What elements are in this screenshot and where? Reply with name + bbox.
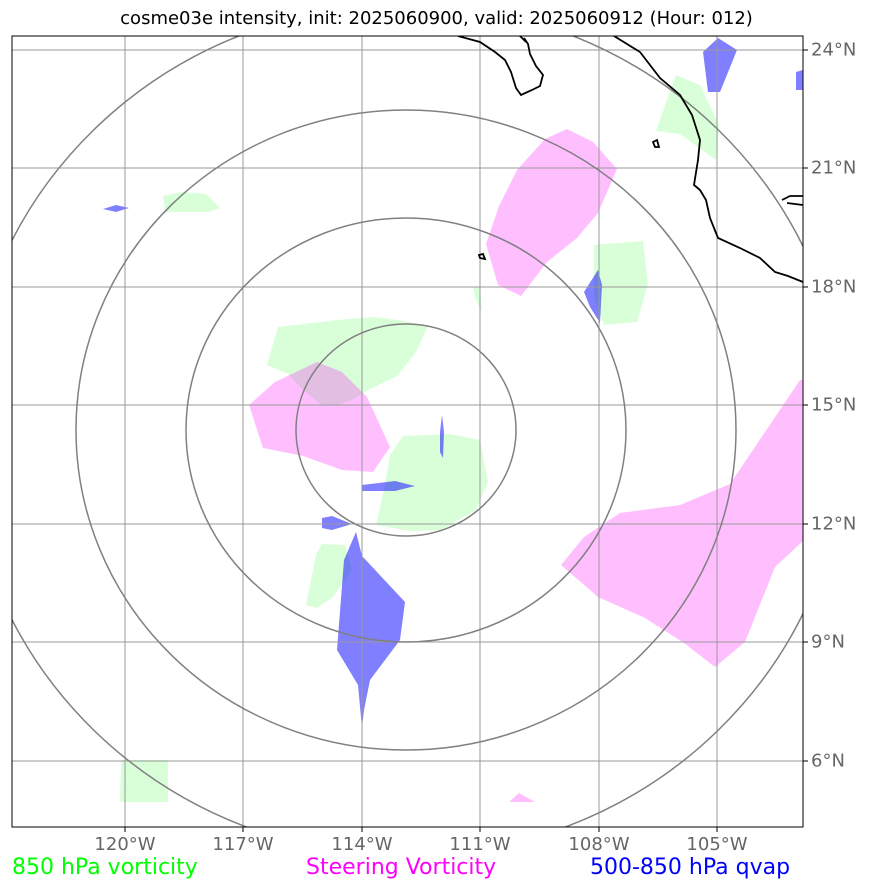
range-ring: [185, 217, 627, 643]
vorticity-850-region: [120, 760, 168, 802]
coastline: [519, 36, 527, 43]
qvap-region: [440, 415, 444, 458]
coastline: [457, 36, 544, 97]
qvap-region: [322, 516, 352, 530]
vorticity-850-region: [376, 434, 488, 531]
map-frame: [11, 35, 804, 828]
legend-qvap: 500-850 hPa qvap: [590, 855, 791, 880]
vorticity-850-regions: [120, 75, 719, 802]
axis-ticks: [124, 49, 808, 832]
range-ring: [75, 109, 737, 751]
vorticity-850-region: [656, 75, 719, 160]
qvap-region: [362, 481, 415, 491]
coastlines: [457, 36, 803, 283]
vorticity-850-region: [306, 544, 352, 608]
lat-label: 9°N: [811, 631, 845, 653]
steering-vorticity-region: [249, 362, 390, 472]
qvap-regions: [103, 38, 803, 728]
coastline: [781, 195, 803, 201]
lon-label: 120°W: [94, 834, 156, 855]
lon-label: 105°W: [686, 834, 748, 855]
steering-vorticity-region: [486, 129, 617, 296]
range-ring: [295, 323, 517, 537]
map-title: cosme03e intensity, init: 2025060900, va…: [120, 8, 753, 29]
coastline: [786, 202, 803, 206]
coastline: [613, 36, 803, 283]
legend-vorticity-850: 850 hPa vorticity: [12, 855, 198, 880]
steering-vorticity-region: [509, 793, 535, 802]
lat-label: 6°N: [811, 750, 845, 772]
lon-label: 108°W: [568, 834, 630, 855]
qvap-region: [103, 205, 129, 212]
vorticity-850-region: [163, 192, 220, 212]
vorticity-850-region: [594, 241, 648, 325]
qvap-region: [796, 70, 803, 90]
qvap-region: [337, 532, 405, 728]
lat-label: 12°N: [811, 513, 857, 535]
lon-label: 117°W: [212, 834, 274, 855]
island: [477, 252, 487, 261]
lat-label: 18°N: [811, 276, 857, 298]
island: [651, 138, 661, 148]
lat-label: 24°N: [811, 39, 857, 61]
range-rings: [12, 36, 803, 827]
lon-label: 111°W: [449, 834, 511, 855]
lat-label: 21°N: [811, 157, 857, 179]
lon-label: 114°W: [331, 834, 393, 855]
lat-label: 15°N: [811, 394, 857, 416]
legend-steering-vorticity: Steering Vorticity: [306, 855, 497, 880]
graticule: [12, 36, 803, 827]
qvap-region: [584, 270, 602, 323]
qvap-region: [703, 38, 737, 92]
